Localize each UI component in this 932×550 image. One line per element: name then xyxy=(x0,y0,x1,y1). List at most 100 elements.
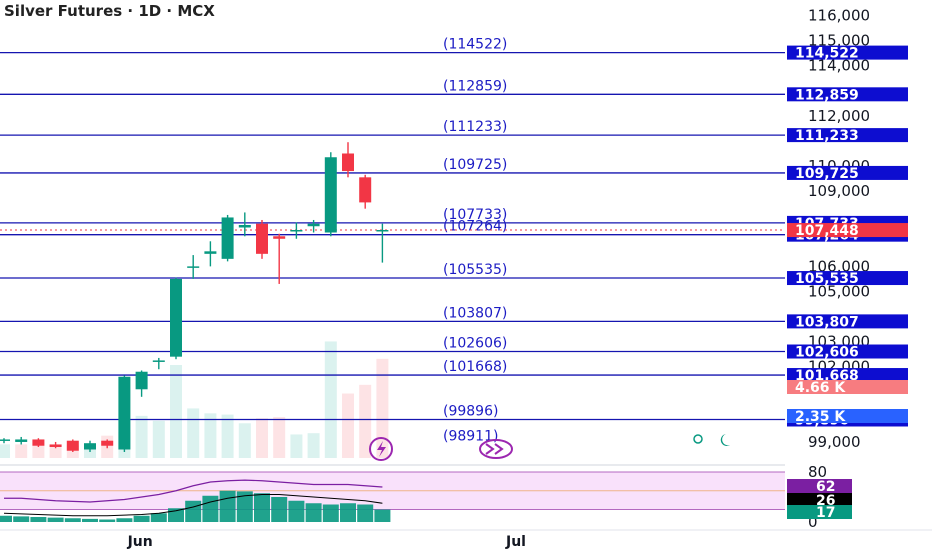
volume-tag: 4.66 K xyxy=(795,380,846,396)
oscillator-tag: 17 xyxy=(816,505,835,521)
volume-tag: 2.35 K xyxy=(795,409,846,425)
candle-body xyxy=(238,224,251,228)
oscillator-signal-line xyxy=(3,494,383,517)
level-label: (99896) xyxy=(443,403,498,419)
lightning-icon xyxy=(369,437,393,461)
level-label: (105535) xyxy=(443,262,507,278)
oscillator-bar xyxy=(340,503,356,522)
volume-bar xyxy=(307,433,320,458)
oscillator-bar xyxy=(254,493,270,522)
oscillator-bar xyxy=(219,490,236,522)
level-price-tag-bg xyxy=(787,344,908,359)
level-price-tag-bg xyxy=(787,128,908,143)
oscillator-tag-bg xyxy=(787,505,852,519)
time-tick-label: Jun xyxy=(127,534,153,550)
price-tick-label: 109,000 xyxy=(808,182,870,200)
candle-body xyxy=(118,376,131,450)
level-price-tag-bg xyxy=(787,271,908,286)
volume-bar xyxy=(273,417,286,458)
volume-bar xyxy=(324,341,337,458)
price-tick-label: 116,000 xyxy=(808,7,870,25)
candle-body xyxy=(32,439,45,446)
last-price-tag-bg xyxy=(787,223,908,238)
candle-body xyxy=(170,278,182,357)
candle-body xyxy=(359,177,372,203)
fast-forward-icon xyxy=(479,439,513,459)
candle-body xyxy=(324,157,337,233)
oscillator-bar xyxy=(82,518,98,522)
level-label: (103807) xyxy=(443,305,507,321)
time-tick-label: Jul xyxy=(505,534,526,550)
oscillator-bar xyxy=(271,497,288,522)
oscillator-bar xyxy=(133,515,150,522)
oscillator-bar xyxy=(288,500,305,522)
level-price-tag-bg xyxy=(787,87,908,102)
candle-body xyxy=(101,440,114,446)
level-price-tag-bg xyxy=(787,314,908,329)
volume-bar xyxy=(135,415,148,458)
volume-bar xyxy=(0,444,10,458)
level-price-tag-bg xyxy=(787,45,908,60)
chart-title: Silver Futures · 1D · MCX xyxy=(4,2,215,20)
price-tick-label: 112,000 xyxy=(808,107,870,125)
candle-body xyxy=(135,371,148,390)
candle-body xyxy=(342,153,354,172)
price-axis[interactable]: 116,000115,000114,000112,000110,000109,0… xyxy=(785,0,932,531)
level-label: (107733) xyxy=(443,207,507,223)
levels-layer: (114522) (112859) (111233) (109725) (107733)… xyxy=(0,37,785,444)
level-label: (102606) xyxy=(443,336,507,352)
oscillator-bar xyxy=(13,516,30,522)
volume-bar xyxy=(256,418,268,458)
level-label: (112859) xyxy=(443,78,507,94)
level-label: (109725) xyxy=(443,157,507,173)
oscillator-tag-bg xyxy=(787,479,852,493)
level-label: (101668) xyxy=(443,359,507,375)
candle-body xyxy=(84,443,96,450)
oscillator-bar xyxy=(64,518,81,522)
level-price-tag: 109,725 xyxy=(795,166,859,182)
oscillator-line xyxy=(4,479,383,503)
candle-body xyxy=(290,230,303,232)
candle-body xyxy=(204,251,217,254)
volume-bar xyxy=(49,444,62,458)
oscillator-pane xyxy=(0,464,785,522)
level-label: (114522) xyxy=(443,37,507,53)
volume-bar xyxy=(342,393,354,458)
candle-body xyxy=(256,223,268,254)
volume-bar xyxy=(32,445,45,458)
volume-bar xyxy=(170,365,182,458)
oscillator-bar xyxy=(202,495,219,522)
volume-bar xyxy=(187,408,200,458)
candle-body xyxy=(376,230,389,232)
volume-layer xyxy=(0,341,389,458)
candles-layer xyxy=(0,142,389,452)
oscillator-bar xyxy=(30,517,47,522)
candle-body xyxy=(273,236,286,239)
candle-body xyxy=(152,360,165,362)
fast-forward-arrows-icon xyxy=(485,443,504,455)
candle-body xyxy=(49,444,62,447)
volume-bar xyxy=(204,413,217,458)
volume-bar xyxy=(238,423,251,458)
candle-body xyxy=(15,439,28,442)
oscillator-bar xyxy=(236,491,253,522)
level-label: (107264) xyxy=(443,219,507,235)
sun-icon xyxy=(693,434,703,444)
oscillator-bar xyxy=(99,519,116,522)
candle-body xyxy=(66,440,79,451)
candle-body xyxy=(307,223,320,227)
lightning-bolt-icon xyxy=(377,441,386,457)
oscillator-bar xyxy=(185,500,202,522)
time-axis[interactable]: Jun Jul xyxy=(0,529,932,550)
oscillator-bar xyxy=(322,504,339,522)
candle-body xyxy=(0,439,10,441)
level-price-tag: 105,535 xyxy=(795,271,859,287)
price-tick-label: 115,000 xyxy=(808,32,870,50)
level-price-tag-bg xyxy=(787,165,908,180)
volume-bar xyxy=(359,384,372,458)
oscillator-bar xyxy=(150,513,167,522)
oscillator-bar xyxy=(374,509,391,522)
oscillator-tag-bg xyxy=(787,493,852,507)
oscillator-tag: 62 xyxy=(816,479,835,495)
